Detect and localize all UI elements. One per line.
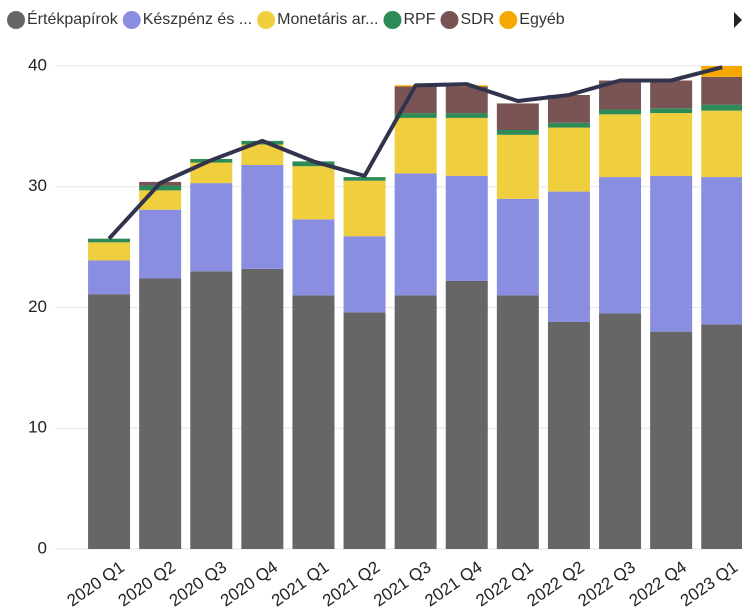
bar-segment [599,177,642,314]
bar-segment [241,268,284,549]
legend-marker [499,11,518,29]
bar-segment [241,144,284,166]
bar-segment [292,295,335,549]
bar-segment [547,94,590,123]
y-tick-label: 0 [38,538,47,557]
bar-segment [650,80,693,109]
bar-segment [496,198,539,296]
bar-segment [599,313,642,549]
bar-segment [88,238,131,243]
bar-segment [701,110,742,178]
bar-segment [650,113,693,176]
y-tick-label: 40 [28,55,47,74]
bar-segment [394,295,437,549]
bar-segment [292,161,335,167]
x-tick-label: 2023 Q1 [677,557,741,608]
bar-segment [190,162,233,184]
bar-segment [343,236,386,313]
legend-label: Készpénz és ... [143,11,252,28]
legend-label: Értékpapírok [27,9,119,28]
bar-segment [190,183,233,272]
bar-segment [88,260,131,295]
bar-segment [547,321,590,549]
bar-segment [445,86,488,114]
bar-segment [241,165,284,269]
y-tick-label: 20 [28,297,47,316]
bar-segment [496,129,539,135]
bar-segment [343,177,386,181]
bar-segment [139,278,182,549]
bar-segment [650,331,693,549]
legend-marker [122,11,141,29]
bar-segment [650,175,693,332]
bar-segment [445,117,488,176]
total-line [107,65,723,241]
bar-segment [701,66,742,77]
bar-segment [343,180,386,237]
bar-segment [394,113,437,118]
bar-segment [547,127,590,192]
legend-label: SDR [460,11,494,28]
legend-marker [383,11,402,29]
y-tick-label: 30 [28,176,47,195]
legend-label: Monetáris ar... [277,11,378,28]
legend-scroll-arrow [734,12,742,28]
bar-segment [292,219,335,296]
bar-segment [139,185,182,191]
bar-segment [292,166,335,220]
bar-segment [547,191,590,322]
bar-segment [701,177,742,325]
legend-marker [7,11,25,29]
bar-segment [496,103,539,130]
legend-marker [440,11,459,29]
bar-segment [88,242,131,261]
y-tick-label: 10 [28,418,47,437]
bar-segment [496,134,539,199]
legend-label: Egyéb [519,11,564,28]
bar-segment [701,324,742,549]
bar-segment [599,109,642,115]
bar-segment [88,294,131,549]
bar-segment [394,117,437,174]
bar-segment [445,175,488,281]
bar-segment [445,280,488,549]
legend-marker [257,11,276,29]
bar-segment [599,114,642,178]
bar-segment [650,108,693,114]
bar-segment [496,295,539,549]
bar-segment [343,312,386,549]
bar-segment [139,209,182,279]
bar-segment [445,113,488,118]
bar-segment [701,76,742,105]
bar-segment [547,122,590,128]
bar-segment [190,271,233,549]
bar-segment [394,173,437,296]
legend-label: RPF [403,11,435,28]
bar-segment [701,104,742,111]
